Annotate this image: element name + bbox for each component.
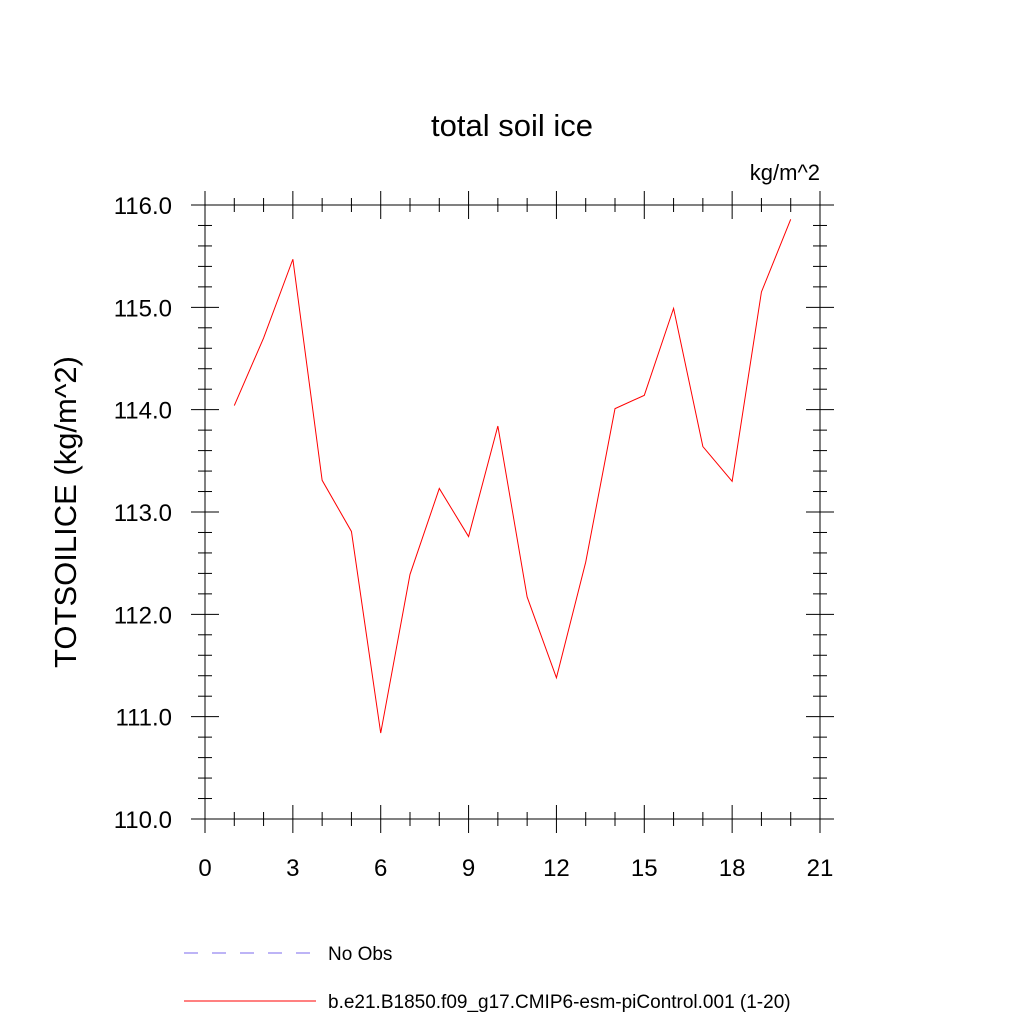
x-tick-label: 0 [198,855,211,882]
legend-label-no-obs: No Obs [328,944,392,965]
y-tick-label: 116.0 [114,193,172,220]
x-tick-label: 21 [807,855,834,882]
x-tick-label: 15 [631,855,658,882]
series-layer [233,219,792,734]
x-tick-label: 18 [719,855,746,882]
y-tick-label: 111.0 [116,705,173,732]
series-line-control [233,219,792,734]
chart-title: total soil ice [431,108,593,143]
y-tick-label: 114.0 [114,398,172,425]
x-tick-label: 9 [462,855,475,882]
units-label: kg/m^2 [750,160,820,185]
y-axis-label: TOTSOILICE (kg/m^2) [48,356,83,668]
y-tick-label: 110.0 [114,807,172,834]
tick-labels-layer: 0 3 6 9 12 15 18 21 110.0 111.0 112.0 113.0 114.0 115… [114,193,834,882]
x-tick-label: 6 [374,855,387,882]
y-tick-label: 115.0 [114,295,172,322]
x-tick-label: 3 [286,855,299,882]
y-tick-label: 112.0 [114,602,172,629]
ticks-layer [191,191,834,833]
legend-label-control: b.e21.B1850.f09_g17.CMIP6-esm-piControl.… [328,992,791,1013]
x-tick-label: 12 [543,855,570,882]
legend: No Obs b.e21.B1850.f09_g17.CMIP6-esm-piC… [184,944,791,1013]
y-tick-label: 113.0 [114,500,172,527]
